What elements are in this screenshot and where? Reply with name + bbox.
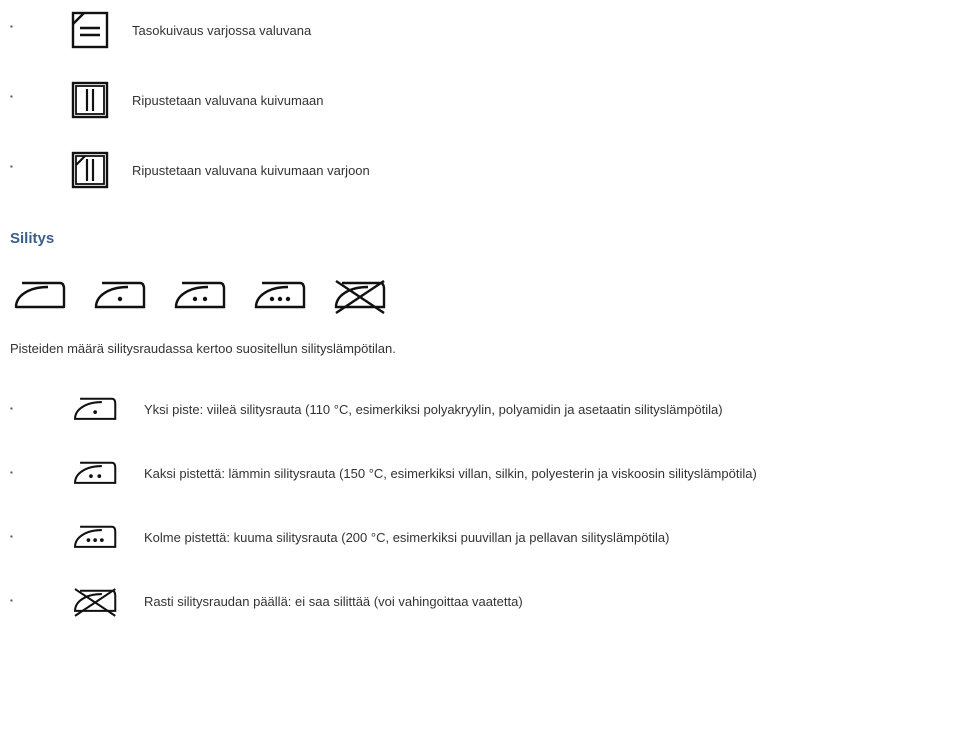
ironing-item-two-dots: Kaksi pistettä: lämmin silitysrauta (150… bbox=[10, 456, 930, 490]
drying-item-drip-hang-shade: Ripustetaan valuvana kuivumaan varjoon bbox=[10, 150, 930, 190]
drying-item-drip-hang: Ripustetaan valuvana kuivumaan bbox=[10, 80, 930, 120]
ironing-heading: Silitys bbox=[10, 230, 930, 247]
drying-list: Tasokuivaus varjossa valuvana Ripustetaa… bbox=[10, 10, 930, 190]
drying-item-flat-drip-shade: Tasokuivaus varjossa valuvana bbox=[10, 10, 930, 50]
iron-two-dots-icon bbox=[70, 456, 122, 490]
ironing-intro: Pisteiden määrä silitysraudassa kertoo s… bbox=[10, 341, 930, 356]
iron-do-not-icon bbox=[70, 584, 122, 618]
iron-two-dots-icon bbox=[170, 275, 232, 319]
ironing-legend-row bbox=[10, 275, 930, 319]
dry-drip-hang-icon bbox=[70, 80, 110, 120]
iron-plain-icon bbox=[10, 275, 72, 319]
iron-three-dots-icon bbox=[250, 275, 312, 319]
drying-item-label: Ripustetaan valuvana kuivumaan varjoon bbox=[132, 163, 370, 178]
ironing-item-label: Yksi piste: viileä silitysrauta (110 °C,… bbox=[144, 402, 723, 417]
dry-flat-drip-shade-icon bbox=[70, 10, 110, 50]
drying-item-label: Tasokuivaus varjossa valuvana bbox=[132, 23, 311, 38]
ironing-item-one-dot: Yksi piste: viileä silitysrauta (110 °C,… bbox=[10, 392, 930, 426]
drying-item-label: Ripustetaan valuvana kuivumaan bbox=[132, 93, 324, 108]
ironing-item-label: Rasti silitysraudan päällä: ei saa silit… bbox=[144, 594, 523, 609]
iron-three-dots-icon bbox=[70, 520, 122, 554]
iron-one-dot-icon bbox=[70, 392, 122, 426]
ironing-list: Yksi piste: viileä silitysrauta (110 °C,… bbox=[10, 392, 930, 618]
ironing-item-label: Kaksi pistettä: lämmin silitysrauta (150… bbox=[144, 466, 757, 481]
ironing-item-three-dots: Kolme pistettä: kuuma silitysrauta (200 … bbox=[10, 520, 930, 554]
iron-one-dot-icon bbox=[90, 275, 152, 319]
dry-drip-hang-shade-icon bbox=[70, 150, 110, 190]
iron-do-not-icon bbox=[330, 275, 392, 319]
ironing-item-label: Kolme pistettä: kuuma silitysrauta (200 … bbox=[144, 530, 669, 545]
ironing-item-do-not-iron: Rasti silitysraudan päällä: ei saa silit… bbox=[10, 584, 930, 618]
